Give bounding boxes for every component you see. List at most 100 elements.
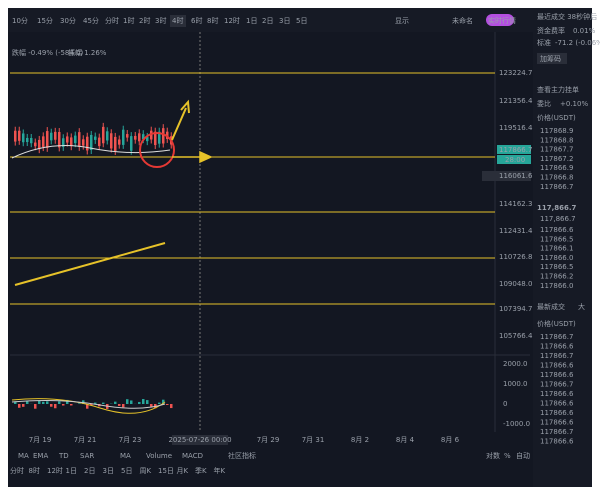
interval-tab[interactable]: 15分 <box>37 16 53 25</box>
interval-tab[interactable]: 分时 <box>105 16 119 25</box>
ask-price: 117866.9 <box>540 164 573 172</box>
interval-tab[interactable]: 3日 <box>279 17 290 25</box>
time-label: 7月 31 <box>302 436 325 444</box>
candle-body <box>138 133 141 141</box>
bid-price: 117866.5 <box>540 235 573 243</box>
interval-tab[interactable]: 30分 <box>60 16 76 25</box>
sub-tab[interactable]: MACD <box>182 452 203 460</box>
interval-tab[interactable]: 2时 <box>139 16 150 25</box>
candle-body <box>42 136 45 147</box>
candle-body <box>94 137 97 140</box>
ask-price: 117868.9 <box>540 127 573 135</box>
candle-body <box>118 139 121 144</box>
candle-body <box>34 143 37 147</box>
price-label: 112431.4 <box>499 227 533 235</box>
price-label: 123224.7 <box>499 69 532 77</box>
ask-price: 117867.2 <box>540 155 573 163</box>
macd-bar <box>114 402 117 404</box>
trades-title[interactable]: 最新成交 <box>537 302 565 311</box>
bottom-interval[interactable]: 季K <box>195 466 207 475</box>
price-label: 107394.7 <box>499 305 532 313</box>
candle-body <box>46 131 49 148</box>
axis-option[interactable]: 对数 <box>486 451 500 460</box>
macd-bar <box>46 401 49 404</box>
candle-body <box>162 128 165 143</box>
countdown: 28:00 <box>505 156 525 164</box>
price-label: 121356.4 <box>499 97 533 105</box>
bottom-interval[interactable]: 3日 <box>103 467 114 475</box>
trade-price: 117866.6 <box>540 371 574 379</box>
interval-tab[interactable]: 8时 <box>207 16 218 25</box>
orderbook-link[interactable]: 查看主力挂单 <box>537 85 579 94</box>
interval-tab[interactable]: 1时 <box>123 16 134 25</box>
indicator-tab[interactable]: SAR <box>80 452 94 460</box>
interval-tab[interactable]: 12时 <box>224 16 240 25</box>
funding-label: 资金费率 <box>537 26 565 35</box>
candle-body <box>30 138 33 143</box>
interval-tab[interactable]: 1日 <box>246 17 257 25</box>
interval-tab[interactable]: 3时 <box>155 16 166 25</box>
price-label: 114162.3 <box>499 200 532 208</box>
candle-body <box>58 132 61 147</box>
candle-body <box>86 137 89 151</box>
sub-tab[interactable]: MA <box>120 452 131 460</box>
macd-bar <box>18 404 21 408</box>
candle-body <box>106 131 109 140</box>
mark-value: -71.2 (-0.06%) <box>555 39 600 47</box>
indicator-tab[interactable]: MA <box>18 452 29 460</box>
interval-tab[interactable]: 6时 <box>191 16 202 25</box>
trades-header: 价格(USDT) <box>537 319 576 328</box>
ask-price: 117867.7 <box>540 146 573 154</box>
ask-price: 117866.8 <box>540 174 573 182</box>
macd-bar <box>146 400 149 404</box>
trades-size[interactable]: 大 <box>578 302 585 311</box>
trade-price: 117866.6 <box>540 419 574 427</box>
bottom-interval[interactable]: 12时 <box>47 466 63 475</box>
bottom-interval[interactable]: 2日 <box>84 467 95 475</box>
time-label: 8月 4 <box>396 436 415 444</box>
macd-bar <box>58 401 61 404</box>
bottom-interval[interactable]: 8时 <box>29 466 40 475</box>
candle-body <box>26 138 29 142</box>
candle-body <box>18 131 21 141</box>
trade-price: 117866.6 <box>540 409 574 417</box>
axis-option[interactable]: 自动 <box>516 451 530 460</box>
bottom-interval[interactable]: 周K <box>140 467 152 475</box>
price-tag: 117866.7 <box>499 146 532 154</box>
macd-bar <box>70 404 73 405</box>
interval-tab[interactable]: 2日 <box>262 17 273 25</box>
bottom-interval[interactable]: 15日 <box>158 467 174 475</box>
toggle-label[interactable]: 实时行情 <box>488 16 516 25</box>
macd-bar <box>126 399 129 404</box>
indicator-tab[interactable]: TD <box>58 452 69 460</box>
candle-body <box>54 132 57 140</box>
bottom-interval[interactable]: 1日 <box>66 467 77 475</box>
time-label: 7月 19 <box>29 436 52 444</box>
indicator-tab[interactable]: EMA <box>33 452 48 460</box>
macd-bar <box>22 404 25 407</box>
bottom-interval[interactable]: 年K <box>214 466 226 475</box>
candle-body <box>114 137 117 151</box>
add-button[interactable]: 加筹码 <box>540 54 561 63</box>
macd-label: 1000.0 <box>503 380 528 388</box>
sidebar-header: 最近成交 38秒钟后 <box>537 12 597 21</box>
axis-option[interactable]: % <box>504 452 511 460</box>
candle-body <box>14 131 17 142</box>
layout-name[interactable]: 未命名 <box>452 16 473 25</box>
bottom-interval[interactable]: 5日 <box>121 467 132 475</box>
candle-body <box>70 137 73 146</box>
macd-bar <box>170 404 173 408</box>
ratio-value: +0.10% <box>560 100 588 108</box>
sub-tab[interactable]: Volume <box>146 452 172 460</box>
trade-price: 117866.6 <box>540 390 574 398</box>
interval-tab[interactable]: 45分 <box>83 16 99 25</box>
bottom-interval[interactable]: 月K <box>177 467 189 475</box>
interval-tab[interactable]: 10分 <box>12 16 28 25</box>
macd-bar <box>62 404 65 406</box>
trade-price: 117866.7 <box>540 352 573 360</box>
sub-tab[interactable]: 社区指标 <box>228 451 256 460</box>
bottom-interval[interactable]: 分时 <box>10 466 24 475</box>
display-button[interactable]: 显示 <box>395 17 409 25</box>
interval-tab[interactable]: 5日 <box>296 17 307 25</box>
interval-tab[interactable]: 4时 <box>172 16 183 25</box>
